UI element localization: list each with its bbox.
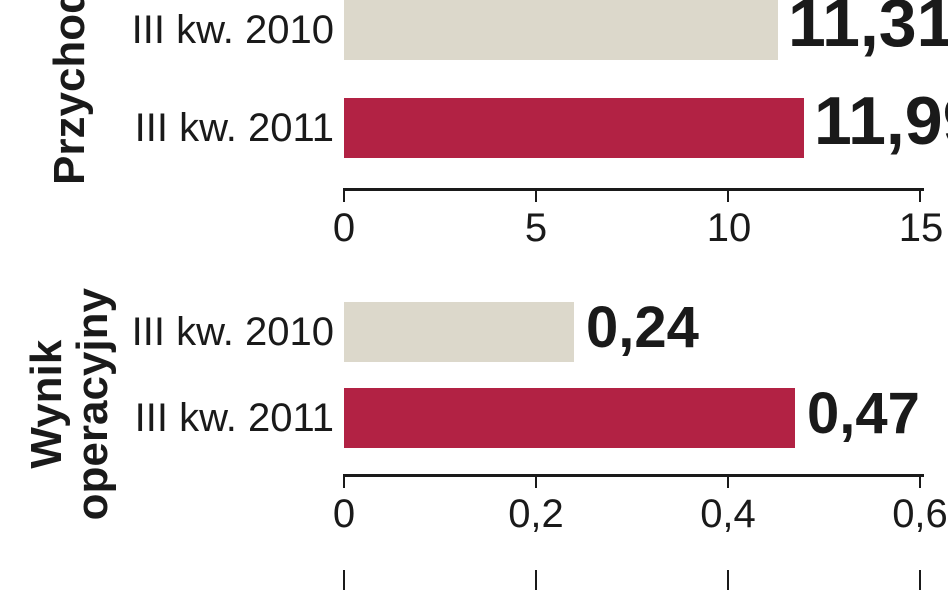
bar-row-2010-b: III kw. 2010 0,24	[344, 302, 948, 362]
bar-2011-b	[344, 388, 795, 448]
bottom-tick-0	[343, 570, 345, 590]
tick-label-b-3: 0,6	[890, 492, 948, 537]
axis-line-przychody	[344, 188, 924, 191]
tick-label-5: 5	[516, 206, 556, 251]
cat-label-2011: III kw. 2011	[34, 106, 334, 151]
tick-label-15: 15	[894, 206, 948, 251]
bars-area-przychody: III kw. 2010 11,31 III kw. 2011 11,99 0 …	[344, 0, 948, 260]
value-label-2011-b: 0,47	[807, 380, 920, 447]
bars-area-wynik: III kw. 2010 0,24 III kw. 2011 0,47 0 0,…	[344, 288, 948, 543]
bottom-tick-3	[919, 570, 921, 590]
tick-0	[343, 188, 345, 202]
panel-wynik-operacyjny: Wynik operacyjny III kw. 2010 0,24 III k…	[0, 288, 948, 543]
value-label-2010: 11,31	[788, 0, 948, 62]
cat-label-2010: III kw. 2010	[34, 8, 334, 53]
tick-label-0: 0	[324, 206, 364, 251]
axis-line-wynik	[344, 474, 924, 477]
bar-2010-b	[344, 302, 574, 362]
tick-label-b-0: 0	[324, 492, 364, 537]
bottom-tick-1	[535, 570, 537, 590]
value-label-2011: 11,99	[814, 82, 948, 160]
tick-label-10: 10	[702, 206, 756, 251]
bar-row-2010: III kw. 2010 11,31	[344, 0, 948, 60]
bar-2011	[344, 98, 804, 158]
tick-b-2	[727, 474, 729, 488]
tick-label-b-1: 0,2	[506, 492, 566, 537]
bar-row-2011-b: III kw. 2011 0,47	[344, 388, 948, 448]
bar-row-2011: III kw. 2011 11,99	[344, 98, 948, 158]
bottom-tick-2	[727, 570, 729, 590]
tick-15	[919, 188, 921, 202]
tick-label-b-2: 0,4	[698, 492, 758, 537]
value-label-2010-b: 0,24	[586, 294, 699, 361]
panel-przychody: Przychody III kw. 2010 11,31 III kw. 201…	[0, 0, 948, 260]
tick-b-3	[919, 474, 921, 488]
cat-label-2010-b: III kw. 2010	[34, 310, 334, 355]
bar-2010	[344, 0, 778, 60]
tick-5	[535, 188, 537, 202]
tick-b-1	[535, 474, 537, 488]
tick-b-0	[343, 474, 345, 488]
chart-root: Przychody III kw. 2010 11,31 III kw. 201…	[0, 0, 948, 593]
tick-10	[727, 188, 729, 202]
cat-label-2011-b: III kw. 2011	[34, 396, 334, 441]
